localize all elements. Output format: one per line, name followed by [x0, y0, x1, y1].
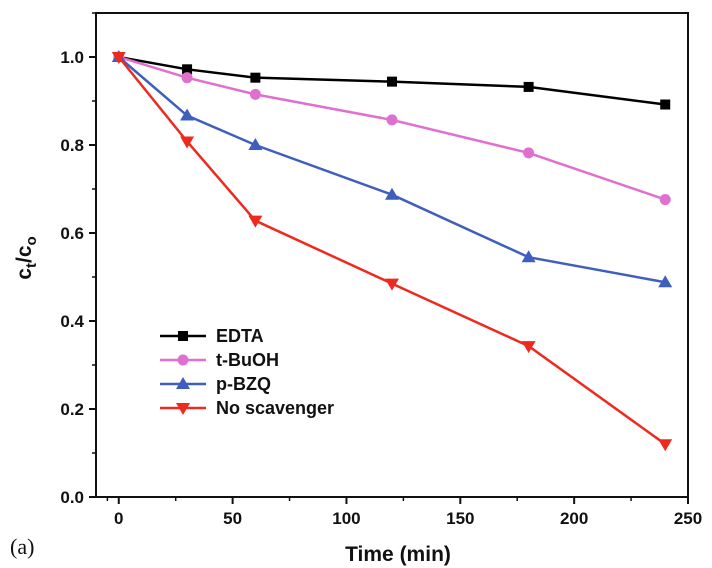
legend-marker [177, 354, 189, 366]
data-point [660, 99, 671, 110]
y-tick-label: 0.6 [60, 224, 84, 243]
x-tick-label: 200 [560, 509, 588, 528]
x-tick-label: 100 [332, 509, 360, 528]
x-axis: 0 50 100 150 200 250 [106, 497, 702, 528]
y-tick-label: 0.8 [60, 136, 84, 155]
data-point [521, 250, 536, 263]
data-point [249, 88, 261, 100]
y-axis: 0.0 0.2 0.4 0.6 0.8 1.0 [60, 12, 96, 507]
data-point [387, 76, 397, 87]
data-point [659, 194, 671, 206]
legend-item-no-scavenger: No scavenger [160, 398, 334, 418]
y-tick-label: 0.4 [60, 312, 84, 331]
data-point [248, 215, 263, 228]
data-point [182, 64, 193, 75]
legend-item-t-buoh: t-BuOH [160, 350, 279, 370]
legend-label: No scavenger [216, 398, 334, 418]
y-axis-title-sub1: t [23, 263, 40, 268]
legend-marker [176, 403, 190, 415]
x-tick-label: 50 [223, 509, 242, 528]
data-point [523, 147, 535, 159]
y-tick-label: 0.2 [60, 400, 84, 419]
y-axis-title-sub2: o [23, 236, 40, 245]
y-tick-label: 1.0 [60, 48, 84, 67]
plot-border [95, 12, 689, 498]
data-point [111, 52, 126, 64]
legend-marker [178, 331, 188, 341]
series-layer [111, 50, 673, 452]
data-point [523, 81, 534, 92]
data-point [521, 341, 536, 354]
data-point [180, 136, 195, 149]
x-tick-label: 0 [114, 509, 123, 528]
series-no-scavenger [111, 52, 673, 452]
legend-label: EDTA [216, 326, 264, 346]
plot-frame [95, 12, 689, 498]
series-line [118, 55, 666, 106]
y-axis-title-main: c [13, 268, 36, 280]
series-line [117, 56, 666, 284]
x-tick-label: 250 [674, 509, 702, 528]
panel-label: (a) [10, 534, 34, 559]
data-point [385, 187, 399, 200]
data-point [180, 108, 195, 121]
series-t-buoh [113, 51, 671, 206]
legend: EDTA t-BuOH p-BZQ No scavenger [160, 326, 334, 418]
data-point [385, 278, 399, 291]
data-point [386, 114, 398, 126]
x-axis-title: Time (min) [345, 543, 451, 566]
x-tick-label: 150 [446, 509, 474, 528]
y-axis-title-slash: /c [13, 245, 36, 263]
legend-marker [176, 377, 190, 389]
series-line [118, 55, 666, 201]
data-point [658, 439, 673, 452]
data-point [250, 72, 261, 83]
legend-item-p-bzq: p-BZQ [160, 374, 271, 394]
legend-label: p-BZQ [216, 374, 271, 394]
y-tick-label: 0.0 [60, 488, 84, 507]
data-point [248, 138, 263, 150]
legend-item-edta: EDTA [160, 326, 264, 346]
series-line [117, 56, 666, 446]
y-axis-title: ct/co [13, 236, 40, 279]
data-point [181, 72, 193, 84]
data-point [658, 275, 673, 288]
legend-label: t-BuOH [216, 350, 279, 370]
